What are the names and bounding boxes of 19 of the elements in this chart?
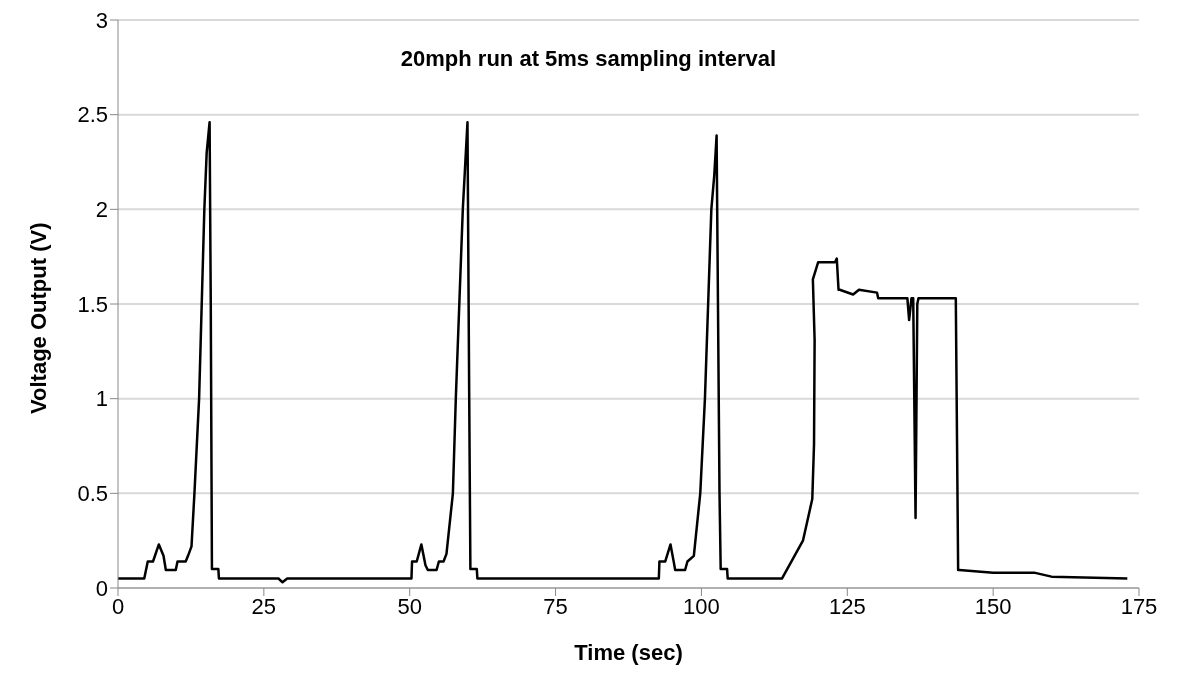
x-tick-label: 175 <box>1120 593 1158 619</box>
y-tick-label: 2 <box>95 197 108 223</box>
x-tick-label: 25 <box>251 593 277 619</box>
y-tick-label: 0 <box>95 575 108 601</box>
x-tick-label: 0 <box>111 593 125 619</box>
text: 20mph run at 5ms sampling interval <box>399 46 778 72</box>
x-tick-label: 75 <box>543 593 568 619</box>
line-series <box>118 120 1129 584</box>
x-tick-label: 50 <box>397 593 422 619</box>
y-tick-label: 3 <box>95 7 108 33</box>
x-tick-label: 150 <box>974 593 1012 619</box>
y-tick-label: 1 <box>95 386 108 412</box>
y-axis-title: Voltage Output (V) <box>25 222 51 414</box>
y-tick-label: 2.5 <box>77 102 108 128</box>
x-axis-title: Time (sec) <box>574 640 683 665</box>
y-tick-label: 0.5 <box>77 481 108 507</box>
x-tick-label: 125 <box>828 593 866 619</box>
y-tick-label: 1.5 <box>77 291 108 317</box>
x-tick-label: 100 <box>683 593 720 619</box>
